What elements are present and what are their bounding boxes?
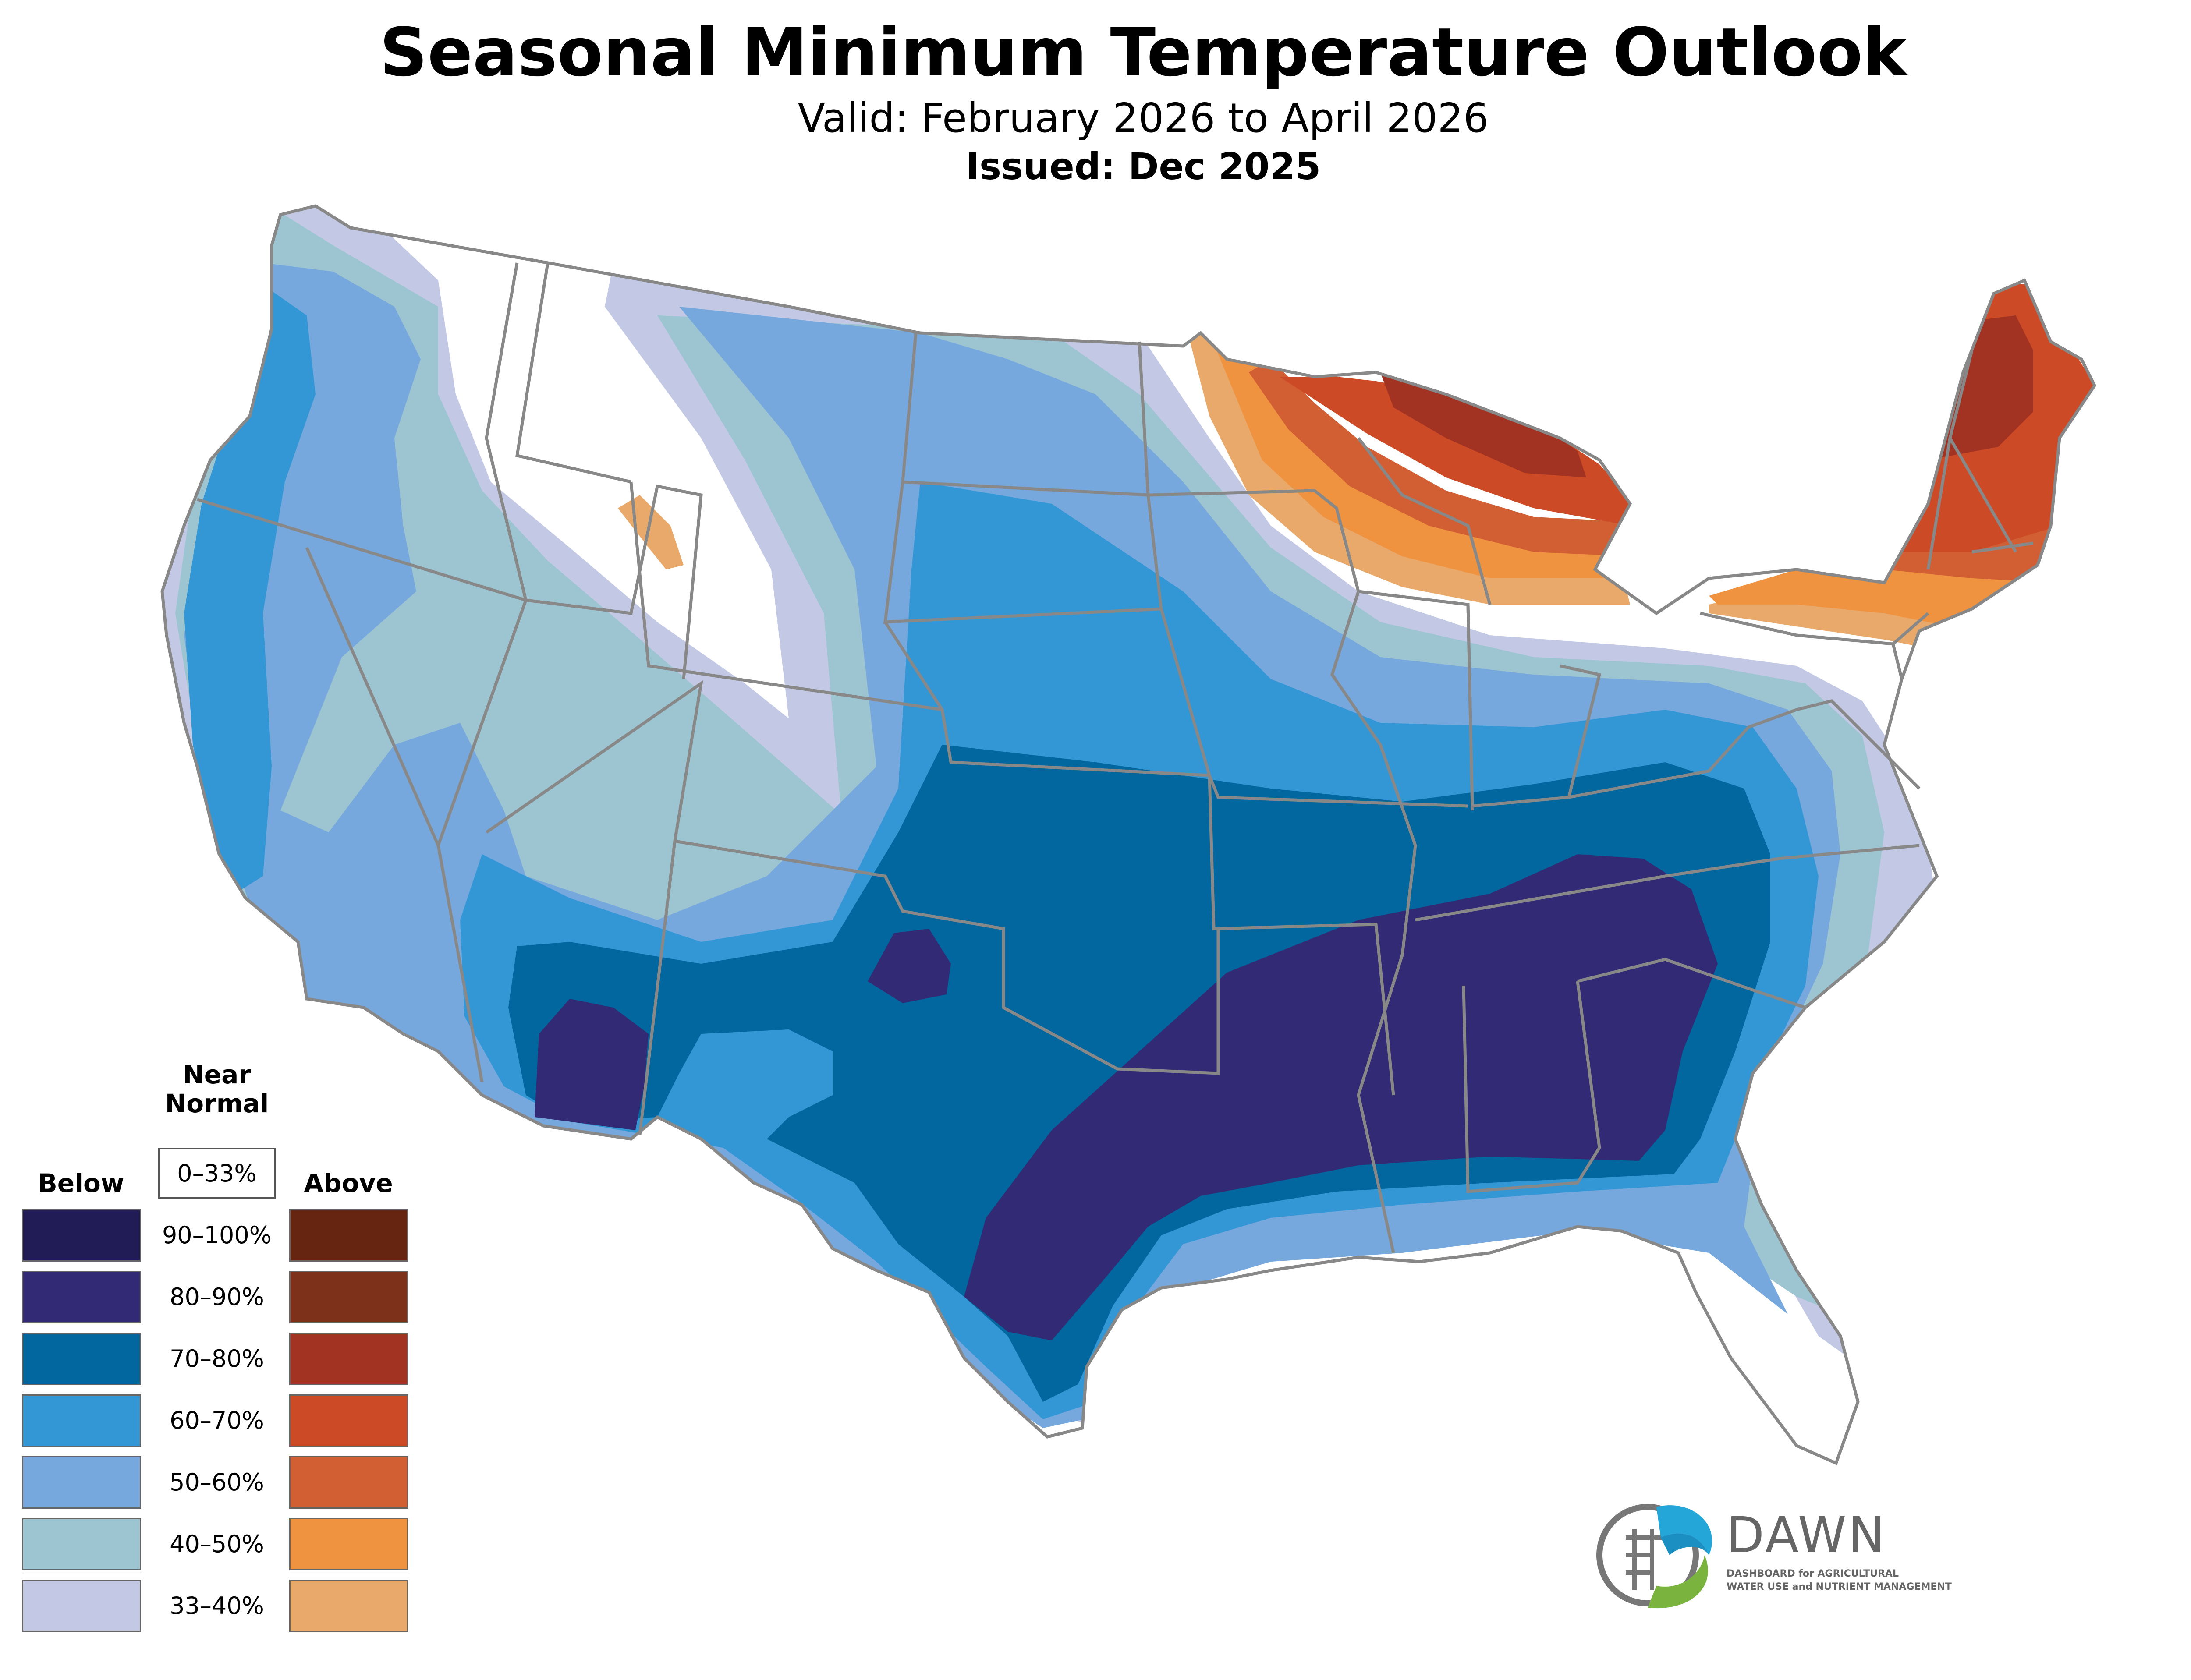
legend-below-swatch [22,1333,141,1385]
issued-date: Issued: Dec 2025 [965,145,1321,188]
above-70-80-zone-ne [1819,315,2033,469]
legend-range-label: 60–70% [170,1407,264,1434]
legend-range-label: 40–50% [170,1530,264,1558]
legend-above-heading: Above [304,1168,393,1198]
legend-above-swatch [289,1209,408,1262]
legend-range-label: 90–100% [162,1221,272,1249]
legend-below-heading: Below [38,1168,124,1198]
legend-below-swatch [22,1456,141,1509]
legend-below-swatch [22,1394,141,1447]
valid-period: Valid: February 2026 to April 2026 [798,95,1489,141]
below-80-90-zone [535,854,1718,1340]
legend-below-swatch [22,1209,141,1262]
legend-below-swatch [22,1518,141,1570]
legend-range-label: 33–40% [170,1592,264,1620]
legend-below-swatch [22,1271,141,1323]
dawn-logo-name: DAWN [1727,1507,1887,1564]
legend-above-swatch [289,1333,408,1385]
legend-above-swatch [289,1456,408,1509]
legend-below-swatch [22,1580,141,1632]
dawn-logo-mark [1596,1504,1712,1609]
legend-range-label: 80–90% [170,1283,264,1311]
legend-above-swatch [289,1394,408,1447]
above-70-80-zone-lakes [1380,372,1586,477]
above-60-70-zone-lakes [1280,377,1630,526]
legend-range-label: 50–60% [170,1468,264,1496]
above-33-40-zone-lakes [1183,315,1630,605]
legend-range-label: 70–80% [170,1345,264,1372]
state-borders [160,204,2097,1465]
legend-above-swatch [289,1580,408,1632]
dawn-logo: DAWN DASHBOARD for AGRICULTURAL WATER US… [1591,1489,2055,1621]
legend-above-swatch [289,1271,408,1323]
dawn-logo-tagline: DASHBOARD for AGRICULTURAL WATER USE and… [1727,1568,1952,1592]
legend-above-swatch [289,1518,408,1570]
legend-near-normal-range: 0–33% [158,1148,276,1199]
map-title: Seasonal Minimum Temperature Outlook [379,14,1907,91]
legend-near-normal-heading: Near Normal [165,1060,269,1118]
